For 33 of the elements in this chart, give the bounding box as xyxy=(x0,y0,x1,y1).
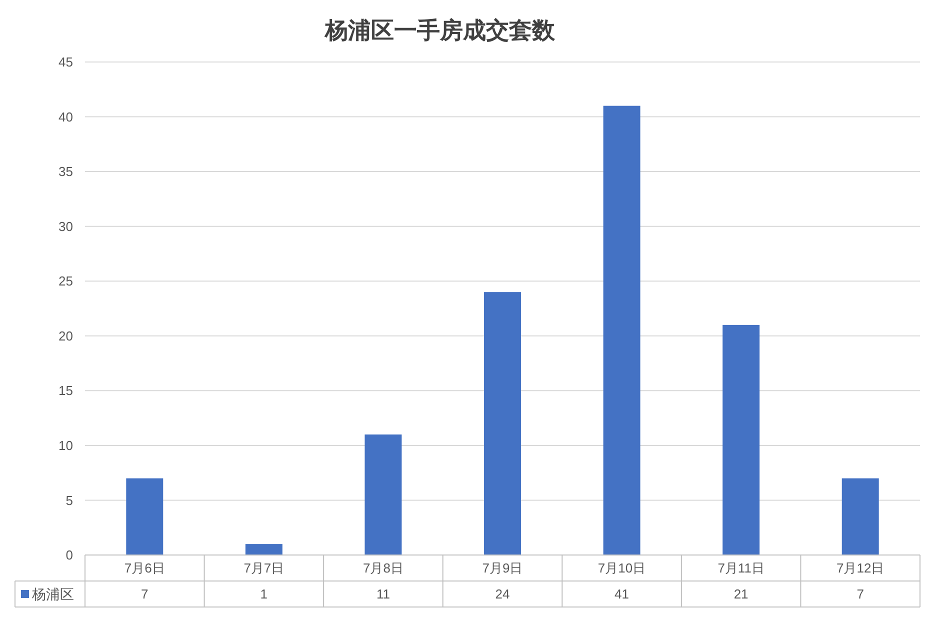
x-tick-label: 7月11日 xyxy=(718,560,764,576)
y-tick-label: 5 xyxy=(66,492,73,508)
y-tick-label: 45 xyxy=(58,54,73,70)
y-tick-label: 35 xyxy=(58,164,73,180)
data-label: 21 xyxy=(734,586,748,602)
bar xyxy=(842,478,879,555)
y-tick-label: 30 xyxy=(58,218,73,234)
bar xyxy=(245,544,282,555)
bar xyxy=(603,106,640,555)
y-tick-label: 40 xyxy=(58,109,73,124)
chart-title: 杨浦区一手房成交套数 xyxy=(324,17,556,43)
x-tick-label: 7月10日 xyxy=(598,560,646,576)
legend-label: 杨浦区 xyxy=(31,586,74,602)
y-tick-label: 25 xyxy=(58,274,73,289)
bar xyxy=(364,434,402,555)
bar xyxy=(484,292,521,555)
bar xyxy=(126,478,164,555)
x-tick-label: 7月8日 xyxy=(362,560,404,576)
y-tick-label: 15 xyxy=(58,383,73,398)
x-tick-label: 7月7日 xyxy=(244,560,284,576)
data-label: 41 xyxy=(614,586,630,602)
x-tick-label: 7月12日 xyxy=(836,560,884,576)
data-label: 1 xyxy=(260,586,268,602)
data-label: 7 xyxy=(856,586,864,602)
y-tick-label: 0 xyxy=(66,548,73,563)
data-label: 11 xyxy=(376,586,390,602)
bar xyxy=(722,324,760,555)
y-tick-label: 20 xyxy=(58,328,73,344)
data-label: 24 xyxy=(495,586,510,602)
x-tick-label: 7月9日 xyxy=(482,560,523,576)
data-label: 7 xyxy=(141,586,148,602)
y-tick-label: 10 xyxy=(58,438,73,453)
x-tick-label: 7月6日 xyxy=(124,560,165,576)
